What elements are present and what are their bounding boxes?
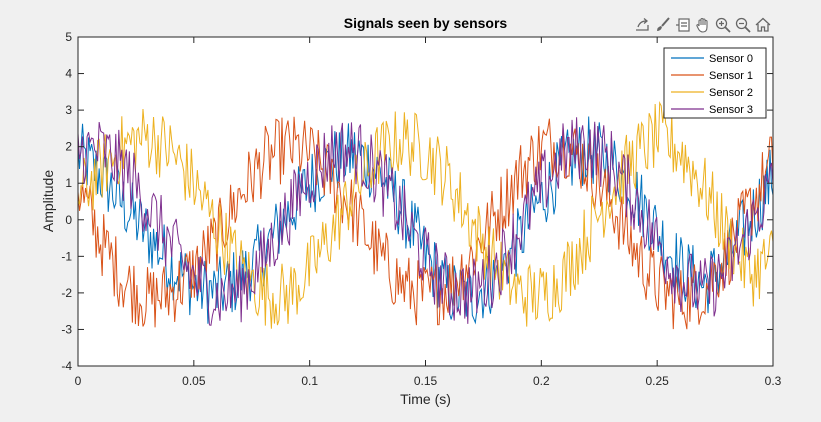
x-tick-label: 0.15 [414,374,438,388]
y-tick-label: 3 [65,103,72,117]
home-icon [755,17,770,32]
legend-entry-label[interactable]: Sensor 1 [709,70,753,82]
zoom-out-button[interactable] [733,15,752,35]
y-tick-label: 4 [65,67,72,81]
y-tick-label: -4 [61,359,72,373]
y-tick-label: -1 [61,249,72,263]
x-ticks: 0 0.05 0.1 0.15 0.2 0.25 0.3 [75,37,782,388]
y-tick-label: -2 [61,286,72,300]
zoom-out-icon [735,17,751,33]
series-line-sensor-3[interactable] [78,117,773,326]
x-tick-label: 0.2 [533,374,550,388]
series-layer [78,100,773,330]
series-line-sensor-1[interactable] [78,116,773,330]
zoom-in-icon [715,17,731,33]
y-ticks: -4 -3 -2 -1 0 1 2 3 4 5 [61,30,773,373]
x-tick-label: 0.1 [301,374,318,388]
x-tick-label: 0 [75,374,82,388]
legend-entry-label[interactable]: Sensor 0 [709,53,753,65]
x-tick-label: 0.3 [765,374,782,388]
datatip-icon [675,18,690,32]
home-button[interactable] [753,15,772,35]
x-tick-label: 0.25 [645,374,669,388]
y-tick-label: 0 [65,213,72,227]
datatip-button[interactable] [673,15,692,35]
legend[interactable]: Sensor 0 Sensor 1 Sensor 2 Sensor 3 [663,47,767,119]
y-tick-label: 1 [65,176,72,190]
brush-button[interactable] [653,15,672,35]
y-axis-label: Amplitude [40,170,56,232]
y-tick-label: 2 [65,140,72,154]
export-button[interactable] [633,15,652,35]
legend-entry-label[interactable]: Sensor 2 [709,87,753,99]
zoom-in-button[interactable] [713,15,732,35]
pan-button[interactable] [693,15,712,35]
y-tick-label: -3 [61,322,72,336]
x-tick-label: 0.05 [182,374,206,388]
series-line-sensor-2[interactable] [78,100,773,329]
legend-entry-label[interactable]: Sensor 3 [709,104,753,116]
export-icon [635,18,649,31]
axes-toolbar [633,14,772,36]
chart-title: Signals seen by sensors [344,15,508,31]
y-tick-label: 5 [65,30,72,44]
brush-icon [656,17,670,31]
legend-box [663,47,767,119]
x-axis-label: Time (s) [400,391,451,407]
pan-hand-icon [695,17,708,33]
